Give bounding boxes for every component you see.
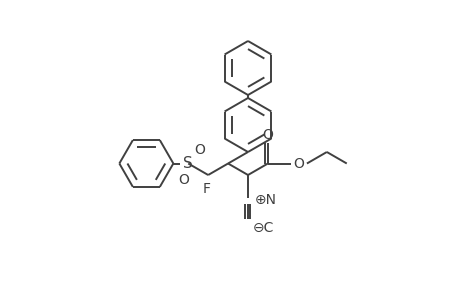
Text: O: O bbox=[193, 142, 204, 157]
Text: O: O bbox=[178, 172, 188, 187]
Text: F: F bbox=[202, 182, 210, 196]
Text: S: S bbox=[183, 156, 193, 171]
Text: ⊖C: ⊖C bbox=[252, 221, 274, 235]
Text: O: O bbox=[262, 128, 273, 142]
Text: ⊕N: ⊕N bbox=[254, 193, 276, 207]
Text: O: O bbox=[293, 157, 304, 170]
